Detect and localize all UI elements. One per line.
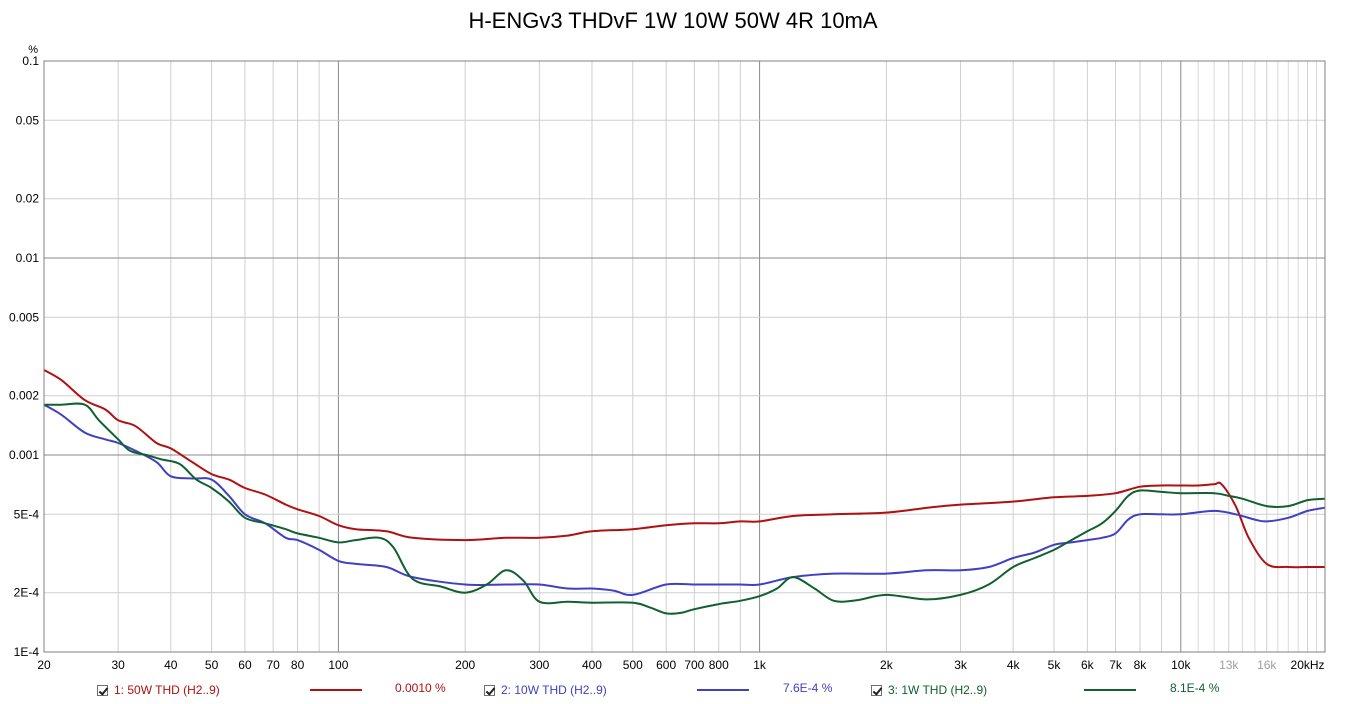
x-tick-label: 700 [684, 658, 704, 672]
series-line-2 [43, 403, 1326, 597]
tick-labels: 20 30 40 50 60 70 80 100 200 300 400 500 600 700 800 1k… [9, 44, 1325, 672]
x-tick-label: 80 [291, 658, 305, 672]
legend-item-3[interactable]: 3: 1W THD (H2..9) [871, 681, 987, 699]
plot-frame [43, 60, 1326, 653]
x-tick-label: 800 [709, 658, 729, 672]
x-tick-label: 60 [238, 658, 252, 672]
legend-label-3: 3: 1W THD (H2..9) [888, 683, 988, 697]
y-tick-label: 2E-4 [14, 586, 40, 600]
x-tick-label: 300 [529, 658, 549, 672]
x-tick-label: 16k [1257, 658, 1277, 672]
x-tick-label: 1k [753, 658, 767, 672]
legend-checkbox-3[interactable] [871, 684, 882, 696]
legend-label-1: 1: 50W THD (H2..9) [114, 683, 220, 697]
x-tick-label: 7k [1109, 658, 1123, 672]
legend-checkbox-1[interactable] [97, 684, 108, 696]
x-tick-label: 200 [455, 658, 475, 672]
legend-item-1[interactable]: 1: 50W THD (H2..9) [97, 681, 220, 699]
y-tick-label: 0.01 [16, 251, 40, 265]
y-tick-label: 5E-4 [14, 507, 40, 521]
x-tick-label: 10k [1171, 658, 1191, 672]
y-tick-label: 0.02 [16, 192, 40, 206]
legend-swatch-3 [1084, 689, 1136, 691]
x-tick-label: 4k [1007, 658, 1021, 672]
legend-checkbox-2[interactable] [484, 684, 495, 696]
x-tick-label: 5k [1048, 658, 1062, 672]
x-tick-label: 400 [582, 658, 602, 672]
legend-value-3: 8.1E-4 % [1170, 681, 1220, 695]
x-tick-label: 100 [328, 658, 348, 672]
series-line-1 [43, 369, 1325, 569]
legend-item-2[interactable]: 2: 10W THD (H2..9) [484, 681, 607, 699]
y-tick-label: 0.1 [22, 54, 39, 68]
grid-lines [43, 60, 1325, 653]
y-tick-label: 0.05 [16, 113, 40, 127]
legend-swatch-2 [697, 689, 749, 691]
x-tick-label: 2k [880, 658, 894, 672]
legend-label-2: 2: 10W THD (H2..9) [501, 683, 607, 697]
data-series [43, 369, 1326, 615]
x-tick-label: 30 [111, 658, 125, 672]
x-tick-label: 6k [1081, 658, 1095, 672]
y-tick-label: 0.002 [9, 389, 39, 403]
x-tick-label: 500 [623, 658, 643, 672]
x-tick-label: 70 [266, 658, 280, 672]
x-tick-label: 20 [37, 658, 51, 672]
y-tick-label: 0.001 [9, 448, 39, 462]
legend-value-1: 0.0010 % [395, 681, 446, 695]
x-tick-label: 13k [1219, 658, 1239, 672]
x-tick-label: 50 [205, 658, 219, 672]
x-tick-label: 8k [1134, 658, 1148, 672]
legend-swatch-1 [310, 689, 362, 691]
chart-title: H-ENGv3 THDvF 1W 10W 50W 4R 10mA [468, 8, 878, 33]
x-tick-label: 20kHz [1291, 658, 1325, 672]
x-tick-label: 600 [656, 658, 676, 672]
y-axis-unit-label: % [28, 44, 38, 56]
x-tick-label: 3k [954, 658, 968, 672]
legend-value-2: 7.6E-4 % [783, 681, 833, 695]
series-line-3 [43, 402, 1326, 615]
y-tick-label: 0.005 [9, 310, 39, 324]
y-tick-label: 1E-4 [14, 645, 40, 659]
x-tick-label: 40 [164, 658, 178, 672]
